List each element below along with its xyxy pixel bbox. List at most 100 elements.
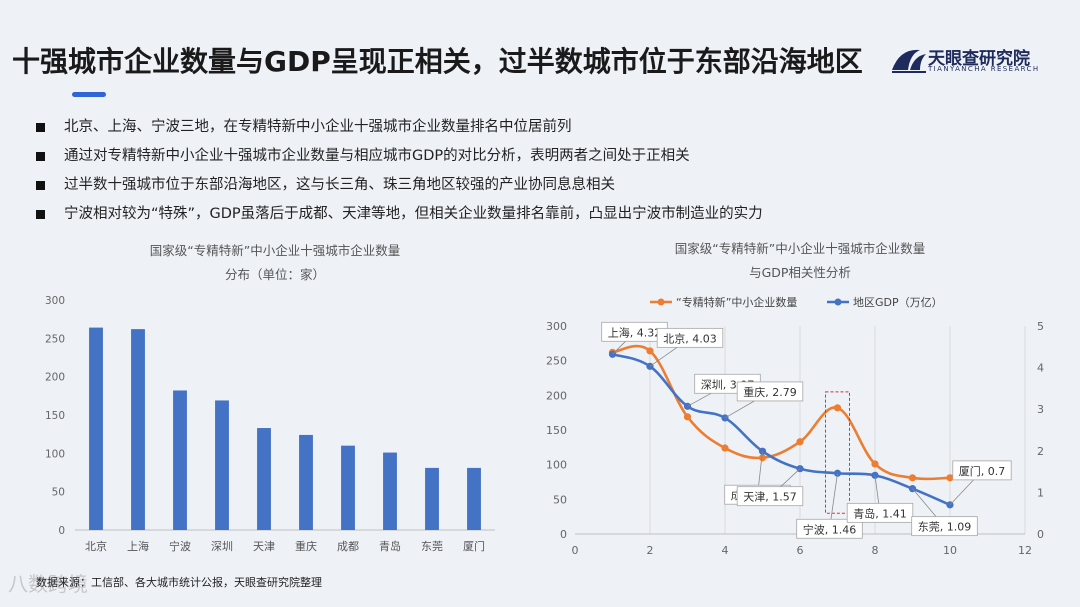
bullet-text: 北京、上海、宁波三地，在专精特新中小企业十强城市企业数量排名中位居前列 — [64, 119, 572, 135]
enterprise-count-point — [683, 413, 692, 421]
bar-chart-title-line1: 国家级“专精特新”中小企业十强城市企业数量 — [150, 243, 400, 258]
legend-orange-marker — [657, 298, 665, 306]
logo-mark-icon — [892, 49, 926, 73]
bar-x-tick-label: 宁波 — [169, 539, 191, 553]
annotation-label: 重庆, 2.79 — [743, 385, 797, 399]
line-y-tick-label: 250 — [546, 355, 567, 368]
enterprise-count-point — [833, 404, 842, 412]
line-y-tick-label: 200 — [546, 389, 567, 402]
legend-orange-label: “专精特新”中小企业数量 — [676, 295, 797, 309]
annotation-label: 上海, 4.32 — [608, 325, 662, 339]
line-x-tick-label: 4 — [722, 544, 729, 557]
series-line-enterprise-count — [612, 344, 951, 481]
line-y-tick-label: 300 — [546, 320, 567, 333]
bullet-square-icon — [36, 210, 45, 219]
line-y-tick-label: 50 — [553, 493, 567, 506]
bullet-text: 宁波相对较为“特殊”，GDP虽落后于成都、天津等地，但相关企业数量排名靠前，凸显… — [64, 206, 763, 222]
bar — [383, 452, 397, 530]
enterprise-count-point — [908, 474, 917, 482]
bullet-square-icon — [36, 152, 45, 161]
legend-blue-label: 地区GDP（万亿） — [853, 296, 943, 309]
logo-name: 天眼查研究院 — [928, 49, 1030, 69]
legend-blue-marker — [834, 298, 842, 306]
annotation-label: 北京, 4.03 — [663, 331, 717, 345]
gdp-point — [758, 447, 767, 455]
bar-x-tick-label: 重庆 — [295, 539, 317, 553]
bullet-square-icon — [36, 123, 45, 132]
bar-chart-title-line2: 分布（单位：家） — [225, 267, 325, 282]
bar-y-tick-label: 0 — [58, 525, 65, 537]
line-y2-tick-label: 1 — [1037, 486, 1044, 499]
footnote: 数据来源：工信部、各大城市统计公报，天眼查研究院整理 — [36, 576, 322, 589]
bar-x-tick-label: 上海 — [127, 539, 149, 553]
line-x-tick-label: 6 — [797, 544, 804, 557]
annotation-label: 厦门, 0.7 — [959, 464, 1006, 478]
bar-y-tick-label: 300 — [45, 295, 65, 307]
annotation-label: 青岛, 1.41 — [853, 506, 907, 520]
line-y-tick-label: 100 — [546, 459, 567, 472]
line-x-tick-label: 10 — [943, 544, 957, 557]
bullet-item: 宁波相对较为“特殊”，GDP虽落后于成都、天津等地，但相关企业数量排名靠前，凸显… — [36, 200, 1036, 229]
annotation-label: 东莞, 1.09 — [918, 521, 972, 534]
gdp-point — [871, 471, 879, 479]
bar-y-tick-label: 50 — [52, 487, 65, 499]
line-y2-tick-label: 3 — [1037, 403, 1044, 416]
bar-y-tick-label: 150 — [45, 410, 65, 422]
enterprise-count-point — [721, 444, 729, 452]
bar-x-tick-label: 青岛 — [379, 539, 401, 553]
annotation-box — [911, 516, 978, 537]
legend: “专精特新”中小企业数量 地区GDP（万亿） — [650, 295, 943, 309]
line-y2-tick-label: 0 — [1037, 528, 1044, 541]
line-y2-tick-label: 2 — [1037, 445, 1044, 458]
bar — [89, 327, 103, 530]
line-chart-title-line1: 国家级“专精特新”中小企业十强城市企业数量 — [675, 241, 925, 256]
bar-y-tick-label: 200 — [45, 372, 65, 384]
line-x-tick-label: 12 — [1018, 544, 1032, 557]
line-y-tick-label: 150 — [546, 424, 567, 437]
line-chart: 国家级“专精特新”中小企业十强城市企业数量 与GDP相关性分析 “专精特新”中小… — [546, 241, 1044, 557]
bar — [467, 467, 481, 530]
bar-chart-panel: 国家级“专精特新”中小企业十强城市企业数量 分布（单位：家） 0 50 100 150… — [30, 236, 530, 576]
line-x-tick-label: 0 — [572, 544, 579, 557]
annotation-box — [846, 502, 914, 523]
bar-y-tick-label: 250 — [45, 333, 65, 345]
annotation-box — [952, 460, 1012, 481]
logo-subtitle: TIANYANCHA RESEARCH — [928, 65, 1040, 73]
bullet-square-icon — [36, 181, 45, 190]
bullet-item: 过半数十强城市位于东部沿海地区，这与长三角、珠三角地区较强的产业协同息息相关 — [36, 171, 1036, 200]
line-y2-tick-label: 4 — [1037, 362, 1044, 375]
page-title: 十强城市企业数量与GDP呈现正相关，过半数城市位于东部沿海地区 — [12, 45, 863, 78]
bullet-item: 通过对专精特新中小企业十强城市企业数量与相应城市GDP的对比分析，表明两者之间处… — [36, 142, 1036, 171]
bar — [215, 400, 229, 530]
enterprise-count-point — [871, 460, 879, 468]
logo: 天眼查研究院 TIANYANCHA RESEARCH — [890, 42, 1070, 78]
annotation-box — [736, 381, 804, 402]
bullet-list: 北京、上海、宁波三地，在专精特新中小企业十强城市企业数量排名中位居前列 通过对专… — [36, 113, 1036, 229]
enterprise-count-point — [758, 454, 767, 462]
highlight-box — [825, 391, 850, 514]
bar-y-tick-label: 100 — [45, 448, 65, 460]
bar — [257, 428, 271, 530]
enterprise-count-point — [796, 438, 804, 446]
bar-x-tick-label: 成都 — [337, 540, 359, 553]
bar-x-tick-label: 深圳 — [211, 540, 233, 553]
line-chart-title-line2: 与GDP相关性分析 — [749, 265, 851, 280]
line-chart-panel: 国家级“专精特新”中小企业十强城市企业数量 与GDP相关性分析 “专精特新”中小… — [540, 236, 1080, 576]
annotation-label: 天津, 1.57 — [743, 491, 797, 504]
bar — [131, 329, 145, 530]
bar — [341, 445, 355, 530]
line-x-tick-label: 2 — [647, 544, 654, 557]
annotation-box — [736, 486, 804, 507]
bar — [425, 467, 439, 530]
bullet-text: 通过对专精特新中小企业十强城市企业数量与相应城市GDP的对比分析，表明两者之间处… — [64, 148, 690, 164]
line-x-tick-label: 8 — [872, 544, 879, 557]
line-y2-tick-label: 5 — [1037, 320, 1044, 333]
line-y-tick-label: 0 — [560, 528, 567, 541]
watermark: 八数跨境 — [8, 572, 88, 596]
enterprise-count-point — [646, 347, 654, 355]
bar-x-tick-label: 厦门 — [463, 539, 485, 553]
annotation-box — [796, 518, 863, 539]
gdp-point — [646, 362, 654, 370]
enterprise-count-point — [946, 474, 954, 482]
bar-x-tick-label: 北京 — [85, 539, 107, 553]
